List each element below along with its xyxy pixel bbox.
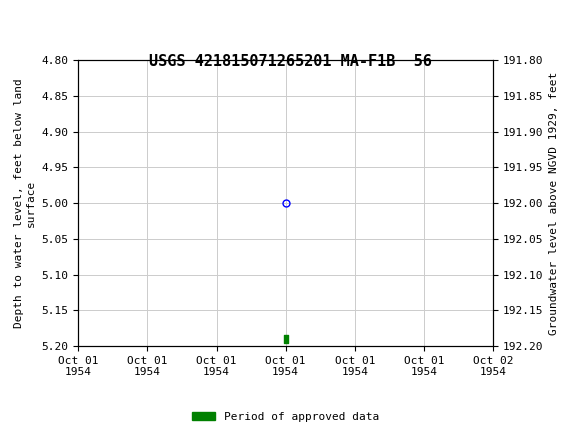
Text: USGS 421815071265201 MA-F1B  56: USGS 421815071265201 MA-F1B 56 (148, 54, 432, 68)
Text: ≋ USGS: ≋ USGS (3, 14, 79, 31)
Y-axis label: Depth to water level, feet below land
surface: Depth to water level, feet below land su… (14, 78, 36, 328)
Y-axis label: Groundwater level above NGVD 1929, feet: Groundwater level above NGVD 1929, feet (549, 71, 559, 335)
Legend: Period of approved data: Period of approved data (188, 408, 383, 427)
